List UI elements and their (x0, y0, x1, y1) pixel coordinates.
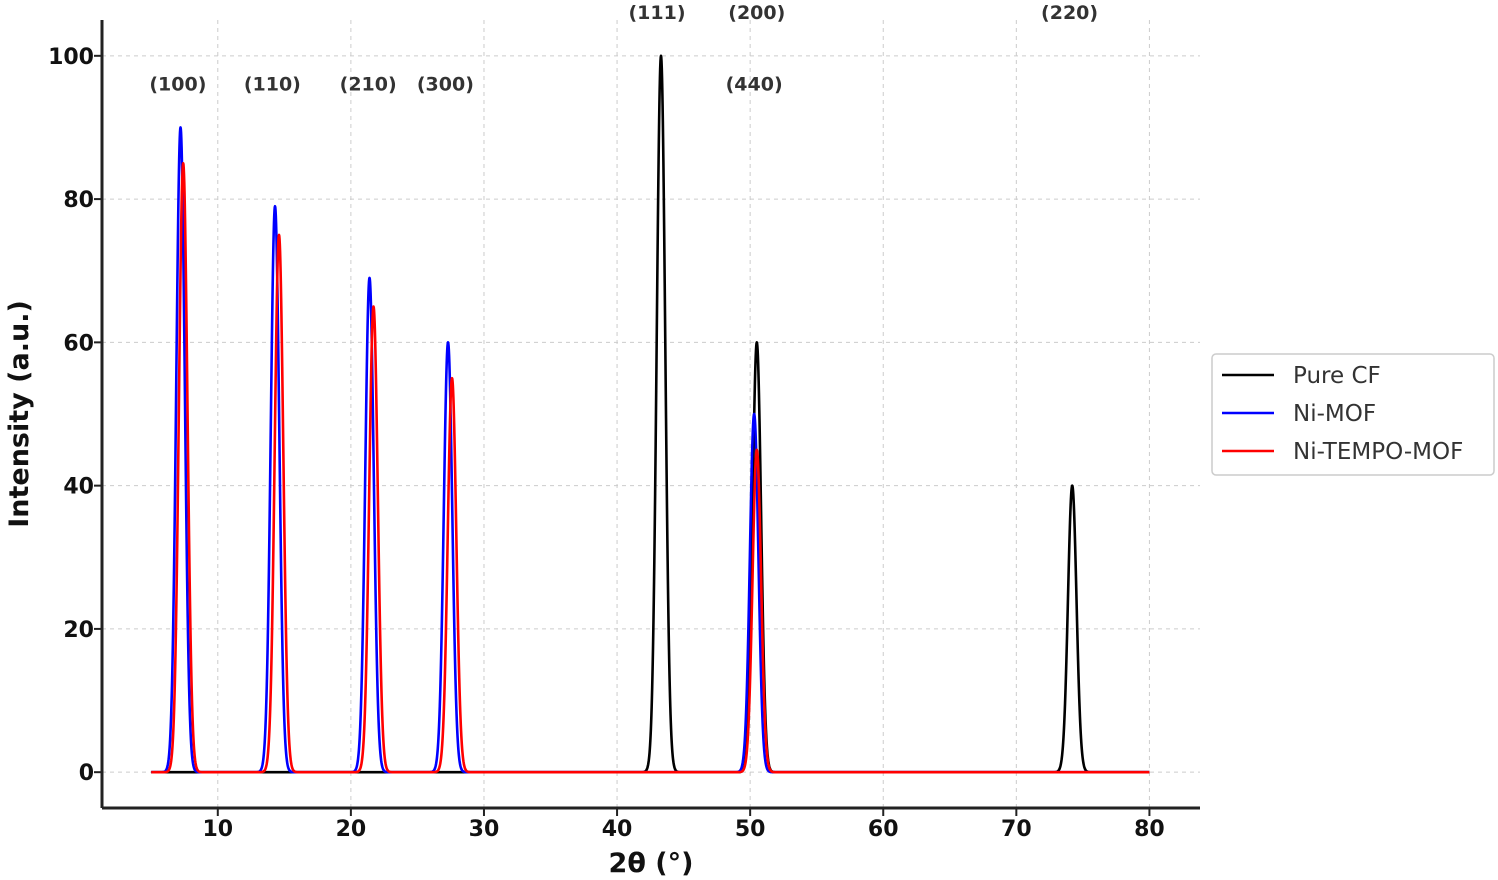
x-tick-label: 20 (336, 817, 367, 842)
series-lines (150, 54, 1151, 774)
series-line-ni-tempo-mof (150, 161, 1151, 774)
peak-annotation: (110) (244, 73, 301, 95)
x-axis-title: 2θ (°) (609, 848, 694, 879)
legend-label-ni-tempo-mof: Ni-TEMPO-MOF (1293, 439, 1463, 465)
x-tick-label: 30 (469, 817, 500, 842)
legend-label-pure-cf: Pure CF (1293, 363, 1381, 389)
peak-annotation: (200) (728, 2, 785, 24)
series-line-ni-mof (150, 126, 1151, 774)
series-line-pure-cf (150, 54, 1151, 774)
x-tick-label: 80 (1134, 817, 1165, 842)
y-tick-label: 0 (79, 761, 94, 786)
axes: 10 20 30 40 50 60 70 80 0 20 40 60 80 100 2θ (°) Intens… (4, 20, 1200, 879)
x-tick-label: 40 (602, 817, 633, 842)
peak-annotation: (111) (628, 2, 685, 24)
y-tick-label: 20 (63, 618, 94, 643)
x-tick-label: 60 (868, 817, 899, 842)
legend-label-ni-mof: Ni-MOF (1293, 401, 1376, 427)
peak-annotation: (210) (340, 73, 397, 95)
peak-annotation: (300) (417, 73, 474, 95)
y-axis-title: Intensity (a.u.) (4, 300, 35, 528)
legend: Pure CF Ni-MOF Ni-TEMPO-MOF (1211, 353, 1495, 476)
peak-annotations: (100) (110) (210) (300) (111) (200) (440) (220) (149, 2, 1098, 96)
y-tick-label: 80 (63, 188, 94, 213)
y-tick-label: 40 (63, 475, 94, 500)
grid (102, 20, 1200, 808)
x-tick-label: 70 (1001, 817, 1032, 842)
legend-box (1211, 353, 1495, 476)
x-tick-label: 10 (202, 817, 233, 842)
y-tick-label: 100 (48, 45, 94, 70)
y-tick-label: 60 (63, 331, 94, 356)
peak-annotation: (220) (1041, 2, 1098, 24)
peak-annotation: (440) (726, 73, 783, 95)
x-tick-label: 50 (735, 817, 766, 842)
peak-annotation: (100) (149, 73, 206, 95)
